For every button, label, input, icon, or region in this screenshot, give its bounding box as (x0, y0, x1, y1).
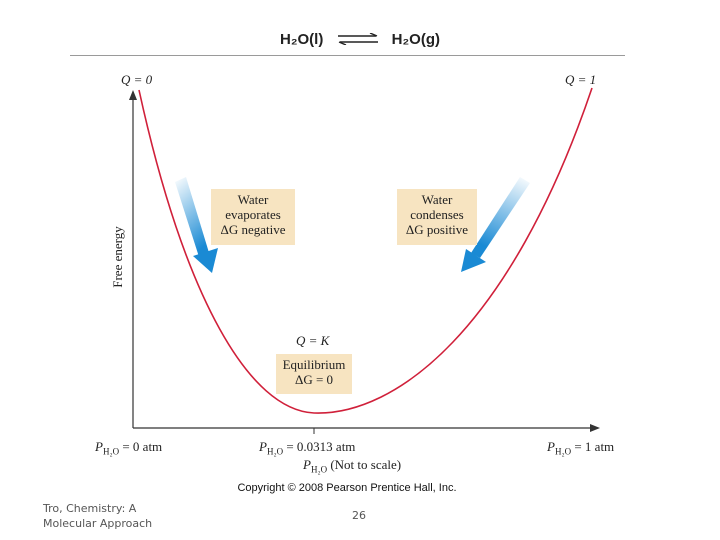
x-axis-label-p: P (303, 457, 311, 472)
header-divider (70, 55, 625, 56)
copyright-notice: Copyright © 2008 Pearson Prentice Hall, … (237, 482, 457, 494)
footer-citation: Tro, Chemistry: A Molecular Approach (43, 502, 153, 530)
x-label-one-atm: PH₂O = 1 atm (547, 439, 614, 457)
x-label-one-p: P (547, 439, 555, 454)
x-label-one-rest: = 1 atm (571, 439, 615, 454)
x-axis-label-rest: (Not to scale) (327, 457, 402, 472)
equilibrium-box-line2: ΔG = 0 (294, 372, 334, 387)
x-label-zero-p: P (95, 439, 103, 454)
q-zero-label: Q = 0 (121, 72, 153, 87)
condensation-arrow-icon (461, 177, 530, 272)
y-axis-label: Free energy (110, 226, 125, 288)
x-label-mid-sub: H₂O (266, 446, 284, 457)
equation-left: H₂O(l) (280, 31, 324, 48)
page-number: 26 (352, 509, 366, 522)
x-axis-label: PH₂O (Not to scale) (303, 457, 401, 475)
evaporation-box-line2: evaporates (225, 207, 281, 222)
equation-right: H₂O(g) (391, 31, 440, 48)
x-label-mid-p: P (259, 439, 267, 454)
q-one-label: Q = 1 (565, 72, 597, 87)
x-label-zero-sub: H₂O (102, 446, 120, 457)
y-axis (129, 90, 137, 428)
x-label-mid-rest: = 0.0313 atm (283, 439, 356, 454)
equilibrium-arrows-icon (336, 31, 380, 49)
condensation-box-line1: Water (421, 192, 453, 207)
evaporation-arrow-icon (175, 177, 218, 273)
x-axis-label-sub: H₂O (310, 464, 328, 475)
x-axis (133, 424, 600, 432)
x-label-zero-atm: PH₂O = 0 atm (95, 439, 162, 457)
evaporation-box: Water evaporates ΔG negative (211, 189, 295, 245)
x-label-equilibrium-atm: PH₂O = 0.0313 atm (259, 439, 355, 457)
evaporation-box-line1: Water (237, 192, 269, 207)
q-equals-k-label: Q = K (296, 333, 330, 348)
x-label-zero-rest: = 0 atm (119, 439, 163, 454)
x-label-one-sub: H₂O (554, 446, 572, 457)
equilibrium-box-line1: Equilibrium (282, 357, 346, 372)
condensation-box: Water condenses ΔG positive (397, 189, 477, 245)
condensation-box-line2: condenses (410, 207, 464, 222)
evaporation-box-line3: ΔG negative (220, 222, 286, 237)
equation-header: H₂O(l) H₂O(g) (0, 31, 720, 49)
free-energy-curve (138, 87, 593, 414)
equilibrium-box: Equilibrium ΔG = 0 (276, 354, 352, 394)
condensation-box-line3: ΔG positive (405, 222, 469, 237)
